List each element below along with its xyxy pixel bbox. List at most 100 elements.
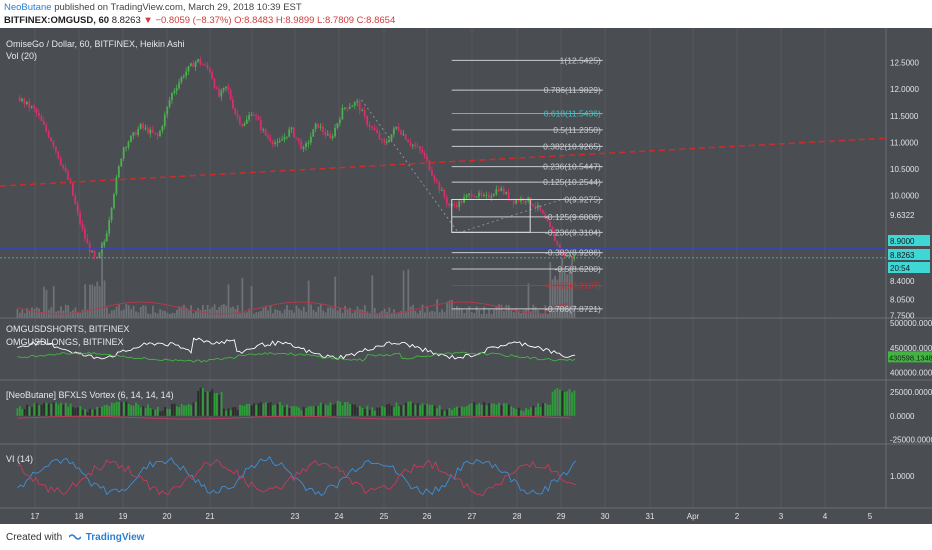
created-with-text: Created with [6,532,63,543]
trend-line [0,137,887,187]
candle-body [376,130,378,134]
candle-body [326,134,329,136]
candle-body [257,116,260,121]
volume-bar [279,310,281,318]
candle-body [215,87,218,89]
vortex-bar [505,403,508,416]
candle-body [40,116,43,121]
volume-bar [363,305,366,318]
volume-bar [319,304,322,318]
volume-bar [271,313,274,318]
time-axis-label: 19 [119,512,128,521]
candle-body [358,101,361,111]
time-axis-label: 30 [601,512,610,521]
candle-body [285,136,288,138]
vortex-bar [246,403,248,416]
candle-body [546,218,549,222]
candle-body [416,146,419,148]
vortex-bar [43,403,45,416]
candle-body [23,98,26,105]
countdown-badge-bg [888,262,930,273]
candle-body [211,72,213,79]
vortex-bar [38,405,41,416]
time-axis-label: 17 [31,512,40,521]
vortex-bar [436,408,439,416]
volume-bar [568,265,571,318]
volume-bar [250,285,253,318]
volume-bar [470,311,473,318]
volume-bar [185,307,188,318]
candle-body [38,112,40,117]
vortex-bar [227,408,230,416]
vortex-bar [147,404,149,416]
vortex-bar [465,405,468,416]
fib-level-label: -0.618(8.3107) [545,281,601,291]
vortex-bar [453,407,456,416]
vortex-bar [400,405,403,416]
publisher-link[interactable]: NeoButane [4,2,52,13]
candle-body [278,140,281,142]
volume-bar [38,308,41,318]
vortex-bar [28,406,31,416]
chart-area[interactable]: 1(12.5425) 0.786(11.9829) 0.618(11.5436) 0.… [0,28,932,524]
candle-body [204,64,206,66]
vortex-bar [271,405,274,416]
vortex-bar [81,410,84,416]
vortex-bar [77,407,79,416]
vortex-bar [236,409,239,416]
vortex-bar [232,407,234,416]
candle-body [402,134,405,136]
candle-body [463,197,466,203]
vortex-bar [132,405,135,416]
vortex-bar [47,403,50,416]
fib-level-label: 0.236(10.5447) [543,162,601,172]
vortex-bar [110,402,113,416]
volume-bar [144,305,147,318]
time-axis-label: 28 [513,512,522,521]
vortex-bar [127,403,130,416]
fib-level-label: -0.5(8.6200) [554,264,600,274]
candle-body [132,132,135,136]
volume-bar [329,306,332,318]
volume-bar [414,310,417,318]
volume-bar [495,306,498,318]
vortex-bar [290,405,293,416]
volume-bar [322,310,325,318]
volume-bar [152,305,154,318]
candle-body [67,171,69,180]
volume-bar [103,280,106,318]
candle-body [229,90,232,100]
candle-body [84,228,86,239]
volume-bar [69,311,72,318]
time-axis-label: 26 [423,512,432,521]
vortex-bar [390,405,393,416]
candle-body [490,196,493,198]
tradingview-brand[interactable]: TradingView [85,532,145,543]
vortex-bar [566,391,569,416]
vortex-bar [288,408,291,416]
candle-body [115,177,118,194]
volume-bar [108,313,111,318]
candle-body [300,140,303,150]
vortex-bar [166,408,169,416]
time-axis-label: 23 [291,512,300,521]
candle-body [532,204,534,207]
candle-body [201,63,204,65]
volume-bar [310,304,312,318]
candle-body [497,189,500,191]
vortex-bar [98,407,101,416]
volume-bar [493,309,495,318]
vortex-bar [239,404,241,416]
volume-bar [91,284,94,318]
vortex-bar [187,404,190,416]
chart-svg[interactable]: 1(12.5425) 0.786(11.9829) 0.618(11.5436) 0.… [0,28,932,524]
volume-bar [194,310,197,318]
vortex-bar [293,406,296,416]
vortex-bar [490,403,493,416]
candle-body [473,196,475,198]
volume-bar [500,304,503,318]
volume-bar [192,313,195,318]
candle-body [385,141,388,143]
vortex-bar [378,407,381,416]
volume-bar [346,308,349,318]
